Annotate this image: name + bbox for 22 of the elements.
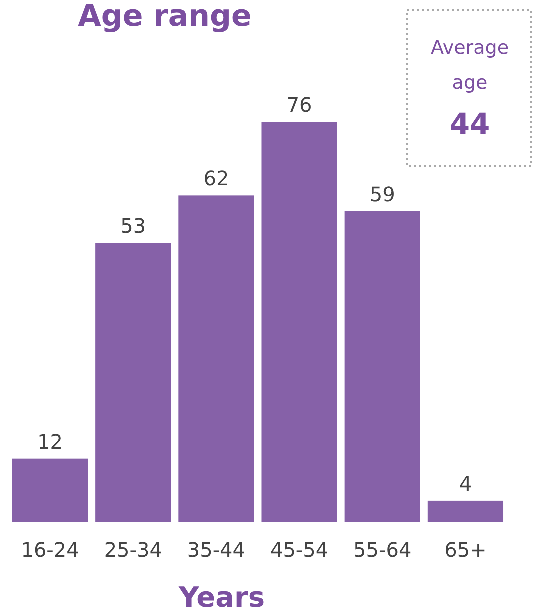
- x-tick-label: 55-64: [354, 538, 412, 562]
- bar: [262, 122, 338, 522]
- x-axis-title: Years: [178, 581, 266, 613]
- x-tick-label: 35-44: [187, 538, 246, 562]
- x-tick-label: 25-34: [104, 538, 162, 562]
- annotation: 44: [450, 107, 490, 141]
- bar: [96, 243, 172, 522]
- bar: [428, 500, 504, 522]
- bar: [12, 458, 88, 522]
- data-label: 4: [459, 472, 472, 496]
- text: Average age: [430, 37, 510, 94]
- data-label: 62: [204, 166, 230, 191]
- data-label: 76: [286, 93, 312, 117]
- x-tick-label: 45-54: [270, 538, 329, 562]
- bar: [178, 196, 254, 522]
- data-label: 53: [120, 214, 146, 238]
- data-label: 12: [38, 430, 64, 454]
- x-tick-label: 65+: [444, 538, 487, 562]
- chart-title: Age range: [78, 0, 252, 34]
- bar: [344, 211, 420, 522]
- data-label: 59: [370, 182, 396, 206]
- x-tick-label: 16-24: [21, 538, 80, 562]
